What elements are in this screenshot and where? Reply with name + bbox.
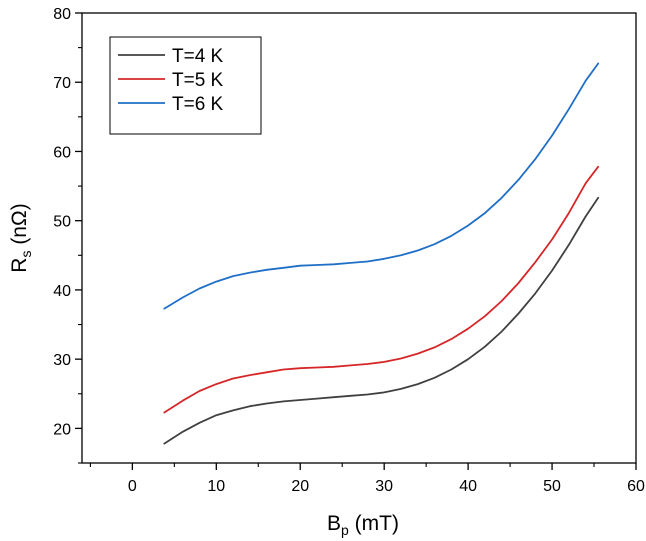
x-tick-label: 30 [375, 478, 393, 495]
series-line-t-6-k [163, 62, 600, 310]
x-tick-label: 10 [207, 478, 225, 495]
y-axis-title-subscript: s [18, 251, 34, 258]
legend-label: T=6 K [172, 94, 224, 115]
y-tick-label: 70 [53, 75, 71, 92]
tick-labels-group: 0 10 20 30 40 50 60 20 30 40 50 60 70 80 [53, 6, 645, 495]
plot-frame [81, 12, 637, 464]
x-tick-label: 20 [291, 478, 309, 495]
axis-ticks-group [75, 12, 637, 470]
y-axis-title-unit: (nΩ) [8, 203, 31, 250]
y-tick-label: 60 [53, 144, 71, 161]
legend-box [109, 36, 262, 135]
x-tick-label: 50 [543, 478, 561, 495]
x-tick-label: 0 [128, 478, 137, 495]
y-tick-label: 80 [53, 6, 71, 23]
x-tick-label: 60 [627, 478, 645, 495]
plot-series-group [163, 62, 600, 445]
x-axis-title: Bp (mT) [327, 512, 399, 538]
legend-label: T=4 K [172, 46, 224, 67]
series-line-t-4-k [163, 196, 600, 445]
x-axis-title-subscript: p [341, 522, 349, 538]
y-axis-title: Rs (nΩ) [8, 203, 34, 272]
y-tick-label: 20 [53, 421, 71, 438]
x-axis-title-main: B [327, 512, 341, 535]
series-line-t-5-k [163, 165, 600, 414]
legend: T=4 K T=5 K T=6 K [109, 36, 262, 135]
y-tick-label: 40 [53, 283, 71, 300]
y-tick-label: 30 [53, 352, 71, 369]
y-axis-title-main: R [8, 258, 31, 273]
legend-label: T=5 K [172, 70, 224, 91]
y-tick-label: 50 [53, 214, 71, 231]
x-tick-label: 40 [459, 478, 477, 495]
x-axis-title-unit: (mT) [349, 512, 399, 535]
